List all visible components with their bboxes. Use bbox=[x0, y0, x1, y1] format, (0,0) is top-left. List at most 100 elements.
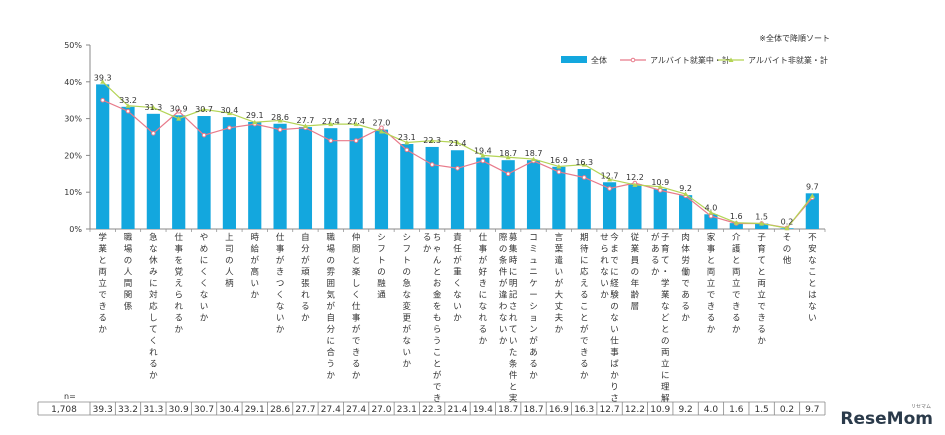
bar bbox=[501, 160, 515, 229]
series-marker bbox=[277, 117, 283, 123]
series-marker bbox=[683, 191, 689, 197]
series-marker bbox=[455, 165, 460, 171]
bar-value-label: 27.0 bbox=[373, 119, 391, 128]
series-marker bbox=[531, 156, 537, 162]
series-marker bbox=[480, 152, 486, 158]
bar-value-label: 28.6 bbox=[271, 113, 289, 122]
series-marker bbox=[328, 138, 334, 143]
bar bbox=[121, 106, 135, 229]
series-marker bbox=[125, 103, 131, 108]
series-marker bbox=[505, 171, 511, 177]
table-cell: 16.9 bbox=[549, 405, 569, 415]
bar bbox=[400, 143, 414, 229]
bar-value-label: 29.1 bbox=[246, 111, 264, 120]
x-category-label: やめにくくないか bbox=[200, 233, 209, 324]
x-category-label: 職場の人間関係 bbox=[124, 233, 133, 312]
bar bbox=[526, 160, 541, 229]
series-marker bbox=[125, 108, 131, 114]
bar-value-label: 1.6 bbox=[730, 212, 743, 221]
x-category-label: 従業員の年齢層 bbox=[631, 232, 640, 312]
y-tick-label: 50% bbox=[64, 41, 82, 50]
logo-text: ReseMom bbox=[840, 409, 933, 429]
logo-sub: リセマム bbox=[910, 404, 931, 410]
bar-value-label: 33.2 bbox=[119, 96, 137, 105]
bar bbox=[172, 115, 186, 229]
sort-note: ※全体で降順ソート bbox=[759, 34, 830, 43]
table-cell: 30.9 bbox=[169, 405, 189, 415]
x-category-label: 肉体労働であるか bbox=[681, 232, 690, 324]
table-cell: 28.6 bbox=[270, 405, 290, 415]
bar bbox=[374, 129, 389, 229]
bar bbox=[476, 157, 490, 229]
bar bbox=[450, 150, 465, 229]
series-marker bbox=[556, 163, 562, 169]
bar bbox=[679, 195, 693, 229]
bar-value-label: 21.4 bbox=[449, 139, 467, 148]
series-marker bbox=[429, 162, 435, 167]
bar-value-label: 30.7 bbox=[195, 105, 213, 114]
x-category-label: 急な休みに対応してくれるか bbox=[149, 232, 158, 381]
x-category-label: 時給が高いか bbox=[250, 233, 259, 301]
x-category-label: 学業と両立できるか bbox=[98, 232, 107, 335]
legend-marker bbox=[630, 57, 636, 63]
series-marker bbox=[657, 188, 663, 193]
bar-value-label: 4.0 bbox=[705, 203, 718, 212]
n-label: n= bbox=[64, 392, 76, 401]
x-category-label: ちゃんとお金をもらうことができるか bbox=[423, 233, 442, 404]
series-marker bbox=[302, 123, 308, 128]
bar-value-label: 39.3 bbox=[94, 73, 112, 82]
series-marker bbox=[353, 138, 359, 143]
legend-swatch-bar bbox=[561, 56, 587, 63]
x-category-label: 今までに経験のない仕事ばかりさせられないか bbox=[600, 232, 619, 404]
bar bbox=[628, 184, 642, 229]
series-marker bbox=[404, 147, 410, 153]
bar bbox=[577, 169, 591, 229]
series-marker bbox=[404, 140, 410, 145]
series-marker bbox=[581, 175, 587, 180]
bar-value-label: 23.1 bbox=[398, 133, 416, 142]
table-cell: 27.4 bbox=[346, 405, 366, 415]
series-marker bbox=[607, 176, 613, 182]
bar-value-label: 27.4 bbox=[347, 117, 365, 126]
table-cell: 30.4 bbox=[219, 405, 239, 415]
series-marker bbox=[505, 154, 511, 160]
x-category-label: 仕事が好きになれるか bbox=[479, 232, 488, 347]
series-marker bbox=[809, 193, 815, 198]
table-cell: 12.2 bbox=[625, 405, 645, 415]
bar-value-label: 30.9 bbox=[170, 104, 188, 113]
bar-value-label: 9.2 bbox=[679, 184, 692, 193]
series-marker bbox=[150, 105, 156, 110]
table-cell: 9.2 bbox=[678, 405, 692, 415]
series-marker bbox=[708, 209, 714, 215]
table-cell: 9.7 bbox=[805, 405, 819, 415]
series-marker bbox=[657, 184, 663, 189]
bar-value-label: 27.4 bbox=[322, 117, 340, 126]
table-cell: 4.0 bbox=[704, 405, 719, 415]
bar bbox=[602, 182, 617, 229]
legend-label: 全体 bbox=[591, 55, 607, 65]
table-cell: 10.9 bbox=[650, 405, 670, 415]
x-category-label: 家事と両立できるか bbox=[707, 232, 716, 335]
bar-value-label: 9.7 bbox=[806, 182, 819, 191]
series-marker bbox=[733, 220, 739, 225]
bar-value-label: 19.4 bbox=[474, 147, 492, 156]
series-marker bbox=[581, 162, 587, 167]
bar bbox=[298, 127, 313, 229]
series-marker bbox=[176, 116, 182, 121]
table-cell: 21.4 bbox=[447, 405, 467, 415]
table-cell: 27.0 bbox=[371, 405, 391, 415]
series-marker bbox=[378, 128, 384, 134]
x-category-label: 自分が頑張れるか bbox=[301, 232, 310, 324]
bar bbox=[197, 116, 211, 229]
table-cell: 39.3 bbox=[93, 405, 113, 415]
table-cell: 27.4 bbox=[321, 405, 341, 415]
bar bbox=[704, 214, 718, 229]
series-marker bbox=[353, 121, 359, 127]
series-marker bbox=[100, 97, 105, 103]
x-category-label: 言葉遣いが大丈夫か bbox=[555, 232, 564, 335]
bar-value-label: 12.7 bbox=[601, 171, 619, 180]
series-marker bbox=[277, 127, 283, 132]
legend-marker bbox=[728, 57, 734, 62]
series-marker bbox=[201, 106, 207, 112]
